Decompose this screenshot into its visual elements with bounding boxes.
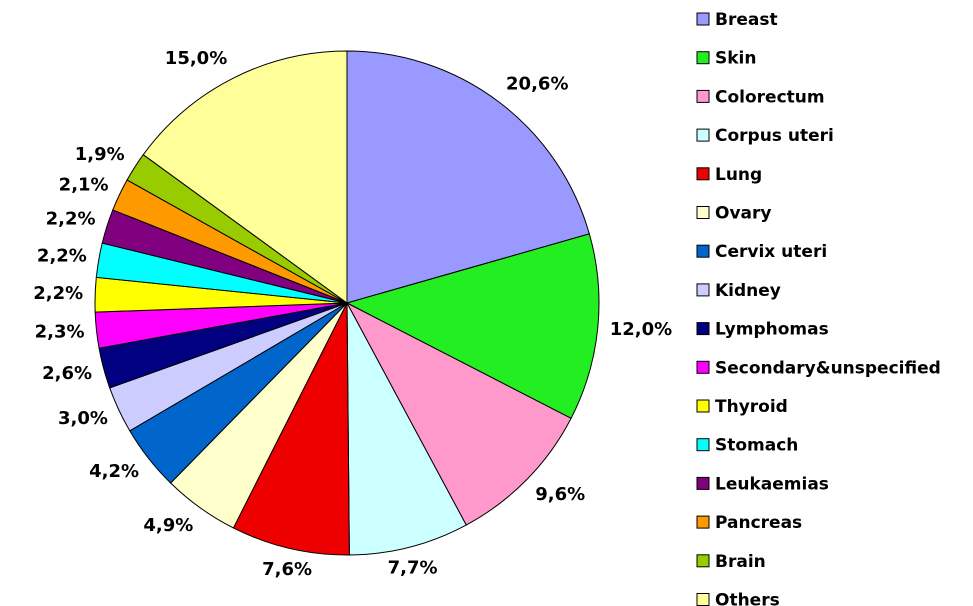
legend-swatch bbox=[696, 322, 710, 336]
legend-label: Others bbox=[715, 591, 780, 606]
legend-label: Leukaemias bbox=[715, 474, 829, 494]
legend-swatch bbox=[696, 167, 710, 181]
legend-swatch bbox=[696, 244, 710, 258]
slice-label: 1,9% bbox=[75, 144, 125, 165]
legend-label: Corpus uteri bbox=[715, 126, 834, 146]
slice-label: 2,2% bbox=[46, 209, 96, 230]
slice-label: 20,6% bbox=[506, 73, 568, 94]
legend-label: Secondary&unspecified bbox=[715, 358, 941, 378]
slice-label: 4,9% bbox=[143, 515, 193, 536]
pie-slice bbox=[232, 302, 350, 556]
pie-slice bbox=[142, 50, 348, 304]
legend-label: Lymphomas bbox=[715, 320, 829, 340]
slice-label: 2,3% bbox=[35, 322, 85, 343]
legend-swatch bbox=[696, 399, 710, 413]
legend-label: Lung bbox=[715, 165, 762, 185]
pie-slice bbox=[345, 301, 572, 526]
legend-label: Brain bbox=[715, 552, 766, 572]
slice-label: 3,0% bbox=[58, 408, 108, 429]
legend-swatch bbox=[696, 554, 710, 568]
pie-slice bbox=[345, 233, 600, 420]
legend-swatch bbox=[696, 283, 710, 297]
legend-label: Pancreas bbox=[715, 513, 802, 533]
slice-label: 12,0% bbox=[610, 319, 672, 340]
slice-label: 4,2% bbox=[89, 461, 139, 482]
slice-label: 15,0% bbox=[165, 48, 227, 69]
legend-label: Stomach bbox=[715, 436, 798, 456]
legend-swatch bbox=[696, 51, 710, 65]
legend-swatch bbox=[696, 593, 710, 606]
legend-swatch bbox=[696, 89, 710, 103]
slice-label: 7,7% bbox=[388, 557, 438, 578]
legend-label: Colorectum bbox=[715, 87, 825, 107]
legend-swatch bbox=[696, 12, 710, 26]
legend-swatch bbox=[696, 476, 710, 490]
legend-swatch bbox=[696, 360, 710, 374]
slice-label: 9,6% bbox=[535, 484, 585, 505]
legend-swatch bbox=[696, 206, 710, 219]
legend-label: Breast bbox=[715, 10, 778, 30]
slice-label: 2,1% bbox=[59, 174, 109, 195]
legend-swatch bbox=[696, 438, 710, 452]
legend-label: Thyroid bbox=[715, 397, 788, 417]
slice-label: 7,6% bbox=[262, 559, 312, 580]
legend-swatch bbox=[696, 128, 710, 142]
slice-label: 2,2% bbox=[37, 245, 87, 266]
pie-slice bbox=[346, 302, 467, 556]
legend-label: Kidney bbox=[715, 281, 781, 301]
legend-label: Skin bbox=[715, 49, 756, 69]
pie-slice bbox=[346, 50, 590, 304]
slice-label: 2,2% bbox=[33, 283, 83, 304]
legend-label: Cervix uteri bbox=[715, 242, 827, 262]
legend-swatch bbox=[696, 515, 710, 529]
slice-label: 2,6% bbox=[42, 363, 92, 384]
legend-label: Ovary bbox=[715, 204, 771, 224]
